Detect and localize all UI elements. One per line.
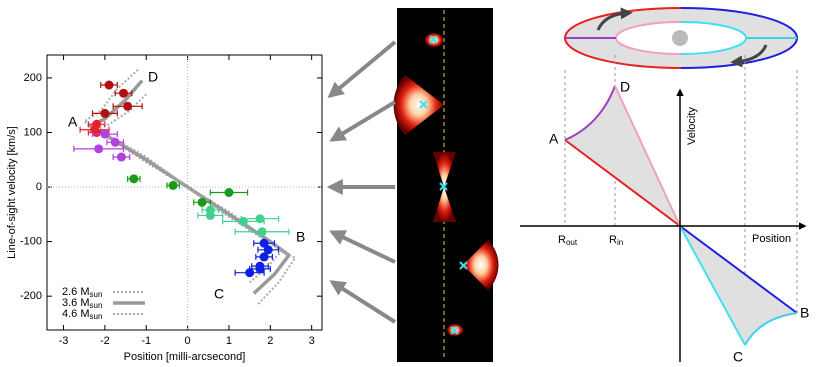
data-point [129,174,139,184]
r-in-sub: in [617,238,623,247]
legend-sub: sun [90,290,103,299]
legend-label: 4.6 Msun [62,308,102,321]
x-axis-label: Position [milli-arcsecond] [124,351,246,363]
data-point [110,137,120,147]
annotation: C [214,286,224,302]
data-point [259,238,269,248]
y-axis-label: Line-of-sight velocity [km/s] [6,126,18,259]
diagram-label: C [733,349,743,365]
legend-name: 2.6 M [62,286,90,298]
annotation: A [68,114,78,130]
data-point [94,144,104,154]
data-point [168,180,178,190]
data-point [104,80,114,90]
data-point [100,129,110,139]
data-point [245,268,255,278]
legend-name: 3.6 M [62,297,90,309]
image-panel [393,8,499,362]
legend-sub: sun [90,301,103,310]
y-axis-label: Velocity [686,107,698,145]
x-tick-label: -2 [100,335,110,347]
legend-sub: sun [90,312,103,321]
diagram-label: A [549,131,559,147]
model-curve [82,68,297,306]
legend-label: 2.6 Msun [62,286,102,299]
legend-label: 3.6 Msun [62,297,102,310]
r-out: R [558,234,566,246]
r-out-sub: out [566,238,578,247]
y-tick-label: -200 [20,290,42,302]
diagram-label: B [800,305,809,321]
diagram [520,7,807,362]
y-tick-label: 200 [24,72,42,84]
data-point [116,152,126,162]
diagram-label: D [620,79,630,95]
data-point [197,197,207,207]
annotation: B [296,229,305,245]
y-tick-label: 0 [36,181,42,193]
model-curve [86,79,292,295]
annotation: D [148,69,158,85]
plot-frame [46,54,323,331]
data-point [119,88,129,98]
data-point [224,188,234,197]
data-point [100,108,110,118]
x-tick-label: 3 [309,335,315,347]
x-tick-label: -3 [59,335,69,347]
data-point [92,127,102,137]
x-tick-label: 2 [267,335,273,347]
arrows [326,40,397,324]
data-point [255,214,265,224]
data-point [263,245,273,255]
r-out-label: Rout [558,234,578,247]
x-tick-label: -1 [141,335,151,347]
x-tick-label: 0 [185,335,191,347]
legend-name: 4.6 M [62,308,90,320]
y-tick-label: -100 [20,236,42,248]
data-point [255,264,265,274]
data-point [205,210,215,220]
x-tick-label: 1 [226,335,232,347]
r-in-label: Rin [609,234,623,247]
r-in: R [609,234,617,246]
data-point [257,227,267,237]
data-point [259,252,269,262]
data-point [123,101,133,111]
x-axis-label: Position [752,233,791,245]
y-tick-label: 100 [24,126,42,138]
